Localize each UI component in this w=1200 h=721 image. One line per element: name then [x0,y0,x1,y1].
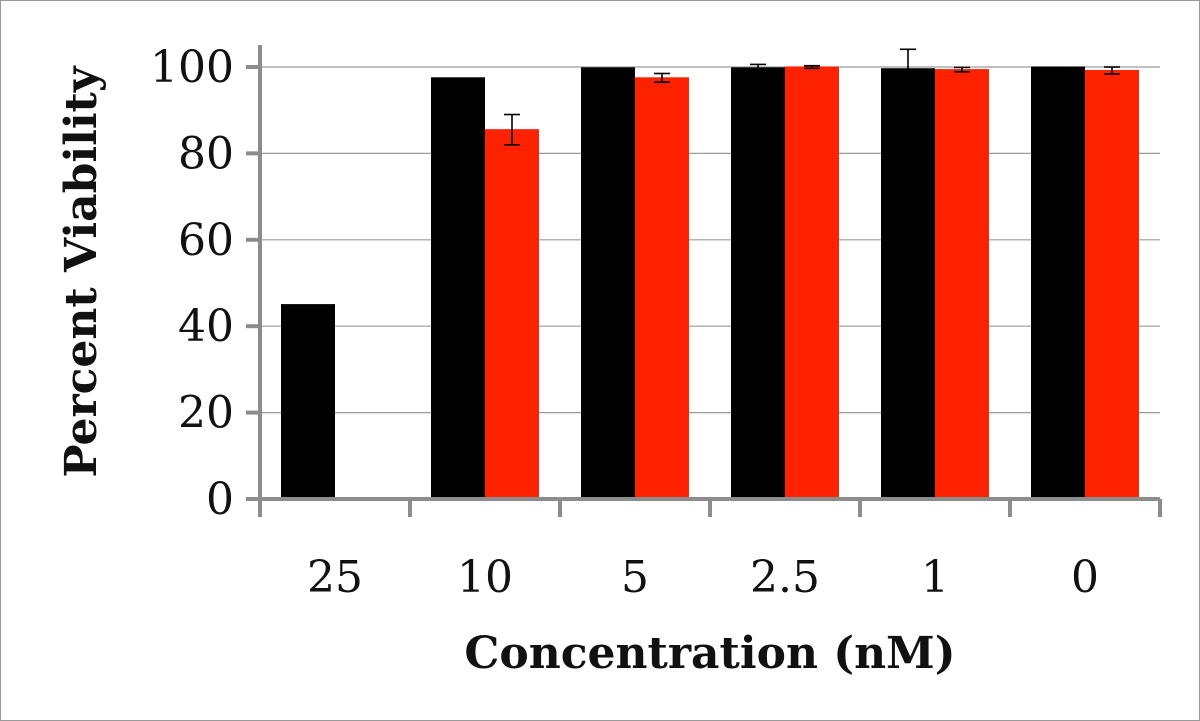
y-axis-title: Percent Viability [56,65,107,477]
y-tick-label-40: 40 [178,301,234,352]
bar-2-2.5 [785,66,839,500]
x-tick-label-5: 5 [621,552,649,603]
y-tick-label-0: 0 [206,474,234,525]
y-tick-label-60: 60 [178,215,234,266]
y-tick-label-80: 80 [178,128,234,179]
bar-1-1 [881,68,935,500]
bar-1-25 [281,304,335,500]
bar-1-2.5 [731,67,785,500]
bar-2-5 [635,77,689,500]
x-tick-label-1: 1 [921,552,949,603]
bar-1-5 [581,67,635,500]
bar-2-10 [485,129,539,500]
bar-2-0 [1085,69,1139,500]
axes [246,45,1162,517]
bar-2-1 [935,69,989,500]
y-tick-label-100: 100 [150,42,234,93]
bar-1-0 [1031,66,1085,500]
bars [281,66,1139,500]
gridlines [260,66,1160,414]
x-tick-label-0: 0 [1071,552,1099,603]
x-axis-title: Concentration (nM) [464,628,955,679]
error-bars [504,48,1120,146]
y-tick-label-20: 20 [178,388,234,439]
x-tick-label-10: 10 [457,552,513,603]
x-tick-label-25: 25 [307,552,363,603]
bar-1-10 [431,77,485,500]
x-tick-label-2.5: 2.5 [750,552,820,603]
